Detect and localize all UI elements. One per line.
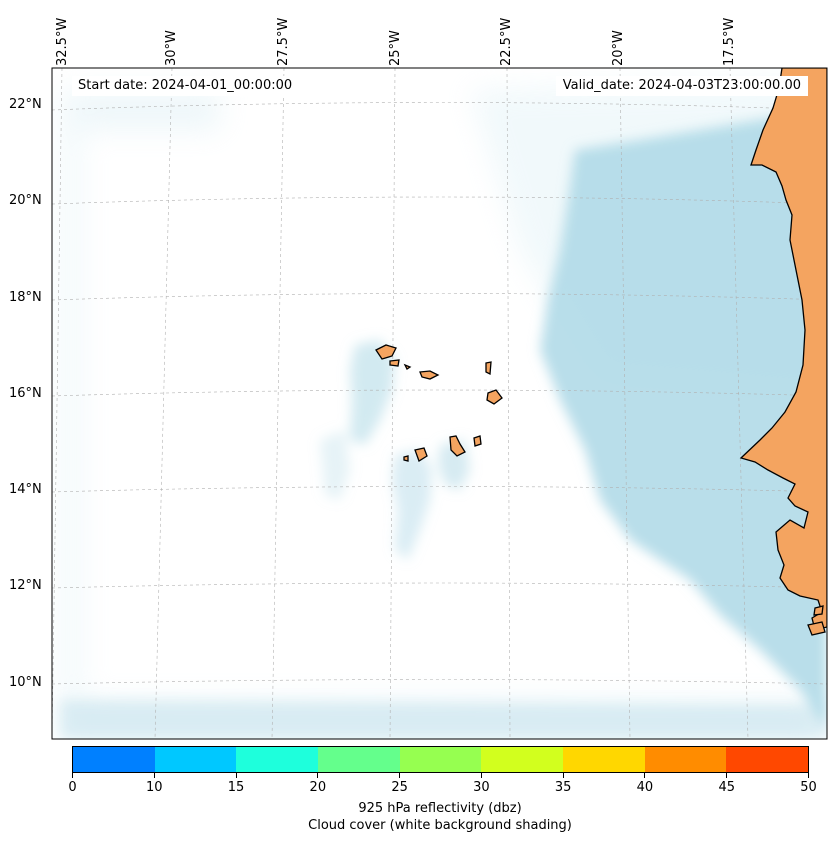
lon-label: 20°W xyxy=(611,30,626,66)
colorbar-tick-mark xyxy=(644,773,646,778)
colorbar-segment xyxy=(726,747,809,772)
graticule xyxy=(52,68,827,739)
lon-label: 25°W xyxy=(388,30,403,66)
bijagos-islands xyxy=(807,621,826,636)
colorbar-tick-mark xyxy=(399,773,401,778)
colorbar-tick-label: 35 xyxy=(554,780,572,795)
lon-label: 30°W xyxy=(164,30,179,66)
lat-label: 10°N xyxy=(9,675,42,690)
colorbar-tick-label: 45 xyxy=(718,780,735,795)
lon-label: 32.5°W xyxy=(55,17,70,66)
colorbar-sublabel: Cloud cover (white background shading) xyxy=(308,818,572,833)
colorbar-segment xyxy=(399,747,482,772)
colorbar-tick-mark xyxy=(235,773,237,778)
colorbar-tick-mark xyxy=(480,773,482,778)
colorbar-segment xyxy=(318,747,400,772)
colorbar-tick-mark xyxy=(726,773,728,778)
lat-label: 22°N xyxy=(9,97,42,112)
colorbar-tick-mark xyxy=(72,773,73,778)
colorbar-tick-label: 15 xyxy=(227,780,245,795)
colorbar-segment xyxy=(236,747,319,772)
lat-label: 18°N xyxy=(9,290,42,305)
colorbar-tick-label: 20 xyxy=(309,780,327,795)
colorbar-segment xyxy=(154,747,237,772)
reflectivity-colorbar xyxy=(72,746,809,773)
colorbar-tick-mark xyxy=(153,773,155,778)
colorbar-tick-mark xyxy=(562,773,564,778)
colorbar-label: 925 hPa reflectivity (dbz) xyxy=(358,801,522,816)
colorbar-segment xyxy=(563,747,645,772)
colorbar-tick-label: 40 xyxy=(636,780,654,795)
colorbar-tick-mark xyxy=(317,773,319,778)
colorbar-tick-label: 0 xyxy=(68,780,77,795)
bijagos-islands-2 xyxy=(813,605,824,616)
colorbar-tick-mark xyxy=(808,773,809,778)
cloud-cover-shading xyxy=(60,110,827,739)
colorbar-segment xyxy=(481,747,564,772)
lat-label: 20°N xyxy=(9,193,42,208)
valid-date-label: Valid_date: 2024-04-03T23:00:00.00 xyxy=(555,76,808,96)
lon-label: 22.5°W xyxy=(499,17,514,66)
colorbar-tick-label: 25 xyxy=(391,780,408,795)
lat-label: 14°N xyxy=(9,482,42,497)
start-date-label: Start date: 2024-04-01_00:00:00 xyxy=(72,76,299,96)
cape-verde-islands xyxy=(375,344,503,462)
lon-label: 27.5°W xyxy=(276,17,291,66)
colorbar-segment xyxy=(644,747,727,772)
colorbar-tick-label: 10 xyxy=(145,780,163,795)
lat-label: 16°N xyxy=(9,386,42,401)
lat-label: 12°N xyxy=(9,578,42,593)
africa-landmass xyxy=(739,68,827,631)
colorbar-segment xyxy=(73,747,155,772)
map-frame xyxy=(51,67,828,740)
lon-label: 17.5°W xyxy=(722,17,737,66)
colorbar-tick-label: 30 xyxy=(473,780,490,795)
colorbar-tick-label: 50 xyxy=(800,780,817,795)
